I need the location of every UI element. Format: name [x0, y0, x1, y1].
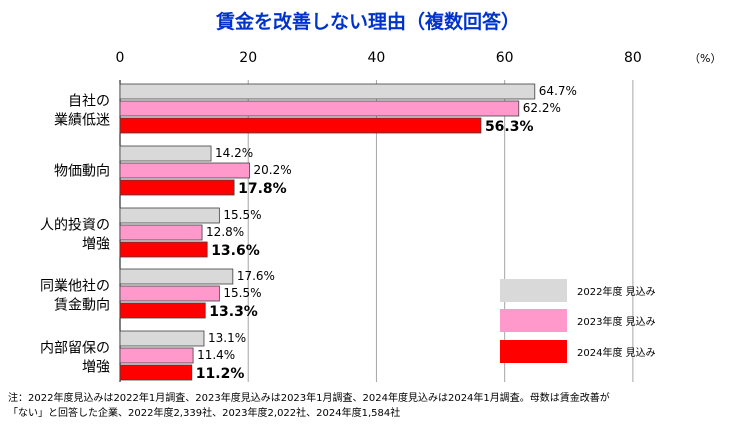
data-label: 11.2% [196, 366, 245, 382]
chart-title: 賃金を改善しない理由（複数回答） [215, 10, 520, 33]
bar-3 [119, 241, 208, 258]
data-label: 14.2% [215, 146, 253, 160]
category-label: 人的投資の [40, 218, 110, 234]
bar-1 [119, 330, 205, 347]
category-label: 自社の [68, 94, 110, 110]
category-label: 増強 [82, 237, 110, 253]
data-label: 15.5% [223, 286, 261, 300]
category-label: 賃金動向 [54, 298, 110, 314]
bar-2 [119, 347, 194, 364]
data-label: 13.3% [209, 304, 258, 320]
bar-1 [119, 268, 234, 285]
legend-label: 2022年度 見込み [577, 285, 656, 298]
bar-2 [119, 100, 520, 117]
category-label: 内部留保の [40, 341, 110, 357]
bar-1 [119, 83, 536, 100]
category-label: 物価動向 [54, 164, 110, 180]
footnote: 注：2022年度見込みは2022年1月調査、2023年度見込みは2023年1月調… [8, 391, 610, 404]
legend-swatch [500, 309, 567, 332]
bar-3 [119, 364, 193, 381]
footnote: 「ない」と回答した企業、2022年度2,339社、2023年度2,022社、20… [8, 406, 400, 419]
legend-swatch [500, 340, 567, 363]
data-label: 12.8% [206, 225, 244, 239]
x-tick-label: 20 [239, 50, 257, 66]
category-label: 増強 [82, 360, 110, 376]
data-label: 17.8% [238, 181, 287, 197]
bar-2 [119, 162, 250, 179]
bar-3 [119, 302, 206, 319]
legend-swatch [500, 279, 567, 302]
data-label: 15.5% [223, 208, 261, 222]
x-tick-label: 60 [496, 50, 514, 66]
bar-3 [119, 179, 235, 196]
data-label: 13.6% [211, 243, 260, 259]
bar-3 [119, 117, 482, 134]
data-label: 62.2% [523, 101, 561, 115]
data-label: 20.2% [254, 163, 292, 177]
unit-label: （%） [689, 52, 721, 65]
data-label: 13.1% [208, 331, 246, 345]
category-label: 同業他社の [40, 279, 110, 295]
data-label: 11.4% [197, 348, 235, 362]
x-tick-label: 40 [368, 50, 386, 66]
legend-label: 2023年度 見込み [577, 315, 656, 328]
bar-2 [119, 224, 203, 241]
bar-1 [119, 207, 220, 224]
legend-label: 2024年度 見込み [577, 346, 656, 359]
x-tick-label: 80 [624, 50, 642, 66]
bar-1 [119, 145, 212, 162]
category-label: 業績低迷 [54, 113, 110, 129]
data-label: 56.3% [485, 119, 534, 135]
data-label: 17.6% [237, 269, 275, 283]
data-label: 64.7% [539, 84, 577, 98]
bar-2 [119, 285, 220, 302]
x-tick-label: 0 [116, 50, 125, 66]
